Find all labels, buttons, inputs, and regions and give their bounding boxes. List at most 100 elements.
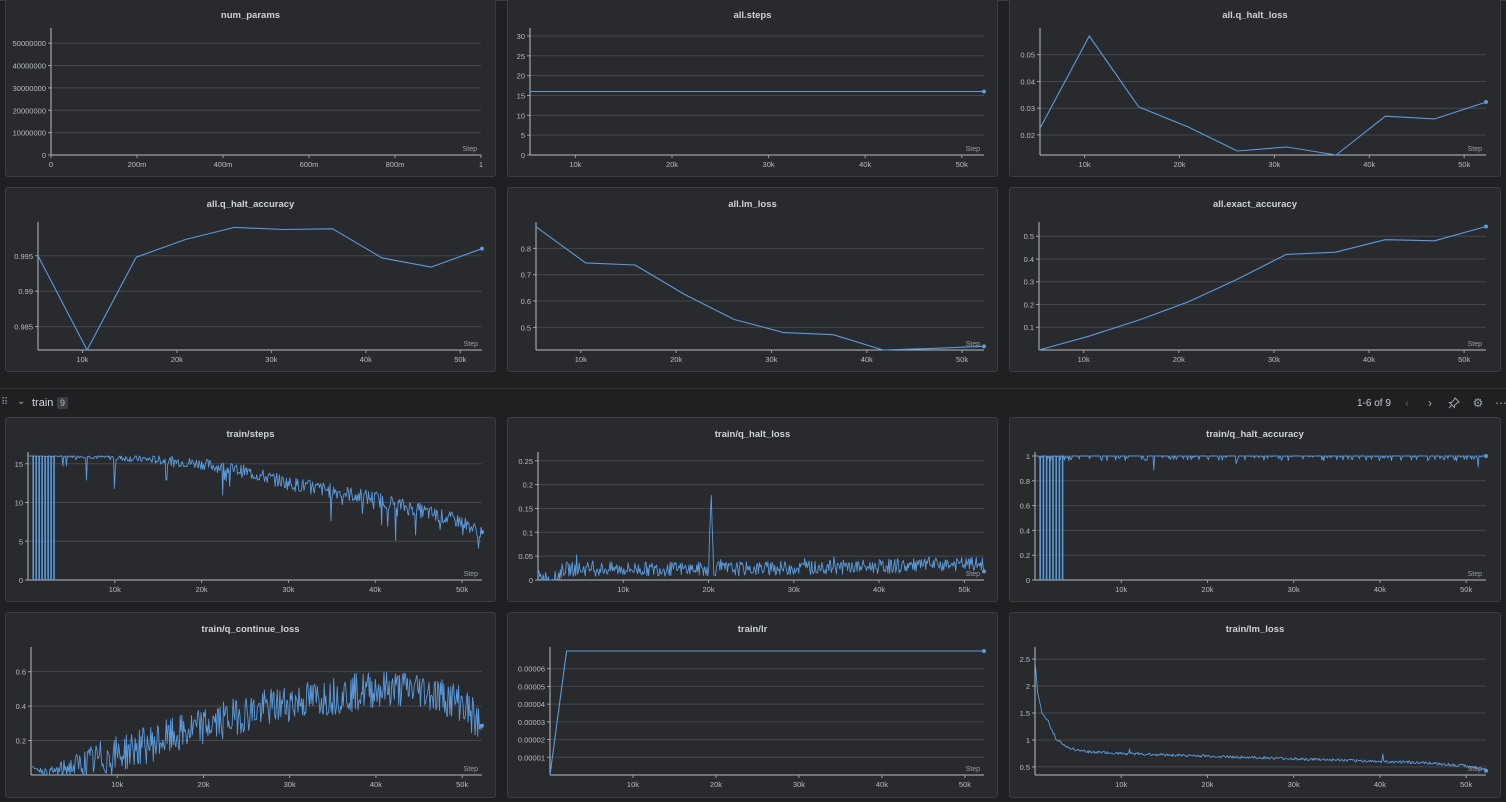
- chart-panel-all-q-halt-loss[interactable]: all.q_halt_loss 0.02 0.03 0.04 0.05 10k 20k 30…: [1009, 0, 1501, 177]
- x-tick-label: 20k: [171, 355, 183, 364]
- y-tick-label: 0.2: [1024, 300, 1034, 309]
- section-title[interactable]: train: [32, 397, 54, 409]
- y-tick-label: 20000000: [13, 106, 46, 115]
- x-tick-label: 30k: [284, 780, 296, 789]
- x-tick-label: 20k: [1173, 355, 1185, 364]
- chart-train-steps: 0 5 10 15 10k 20k 30k 40k 50k Step: [15, 452, 484, 594]
- y-tick-label: 0.4: [1020, 526, 1030, 535]
- x-tick-label: 30k: [763, 160, 775, 169]
- y-tick-label: 0.8: [1020, 477, 1030, 486]
- y-tick-label: 0.995: [14, 252, 33, 261]
- y-tick-label: 10: [517, 111, 525, 120]
- series-endpoint: [480, 530, 484, 535]
- chevron-down-icon[interactable]: ⌄: [17, 396, 26, 407]
- x-tick-label: 20k: [703, 585, 715, 594]
- step-axis-label: Step: [1468, 571, 1483, 578]
- chart-panel-all-exact-accuracy[interactable]: all.exact_accuracy 0.1 0.2 0.3 0.4 0.5 10k 20k…: [1009, 187, 1501, 372]
- x-tick-label: 50k: [454, 355, 466, 364]
- step-axis-label: Step: [463, 146, 478, 153]
- pin-icon[interactable]: [1446, 395, 1462, 411]
- x-tick-label: 50k: [1460, 585, 1472, 594]
- y-tick-label: 1: [1026, 736, 1030, 745]
- y-tick-label: 30: [517, 32, 525, 41]
- chart-title: all.lm_loss: [728, 199, 777, 210]
- x-tick-label: 10k: [575, 355, 587, 364]
- x-tick-label: 30k: [1288, 780, 1300, 789]
- y-tick-label: 0.1: [523, 528, 533, 537]
- y-tick-label: 0.6: [1020, 502, 1030, 511]
- chart-train-q-halt-loss: 0 0.05 0.1 0.15 0.2 0.25 10k 20k 30k 40k 50k Step: [518, 452, 986, 594]
- series-endpoint: [982, 649, 986, 653]
- section-header-train[interactable]: ⠿ ⌄ train 9 1-6 of 9 ‹ › ⚙ ⋯: [0, 388, 1506, 417]
- chart-all-q-halt-accuracy: 0.985 0.99 0.995 10k 20k 30k 40k 50k Step: [14, 222, 484, 364]
- y-tick-label: 25: [517, 52, 525, 61]
- chart-panel-train-q-continue-loss[interactable]: train/q_continue_loss 0.2 0.4 0.6 10k 20k 30k…: [5, 612, 496, 798]
- y-tick-label: 0.3: [1024, 278, 1034, 287]
- chart-panel-train-q-halt-accuracy[interactable]: train/q_halt_accuracy 0 0.2 0.4 0.6 0.8 1 10k 2…: [1009, 417, 1501, 602]
- y-tick-label: 50000000: [13, 39, 46, 48]
- x-tick-label: 30k: [1268, 355, 1280, 364]
- series-endpoint: [1484, 224, 1488, 229]
- series-line: [549, 650, 984, 776]
- x-tick-label: 400m: [214, 160, 233, 169]
- x-tick-label: 20k: [1173, 160, 1185, 169]
- series-line: [1034, 661, 1487, 771]
- chart-panel-train-q-halt-loss[interactable]: train/q_halt_loss 0 0.05 0.1 0.15 0.2 0.25 10k…: [507, 417, 998, 602]
- chart-panel-all-steps[interactable]: all.steps 0 5 10 15 20 25 30 10k 20k 30k 40k 50k Ste…: [507, 0, 998, 177]
- chevron-left-icon[interactable]: ‹: [1405, 396, 1409, 410]
- x-tick-label: 200m: [128, 160, 147, 169]
- x-tick-label: 40k: [370, 780, 382, 789]
- series-endpoint: [982, 89, 986, 94]
- x-tick-label: 30k: [265, 355, 277, 364]
- chart-panel-train-lr[interactable]: train/lr 0.00001 0.00002 0.00003 0.00004 0.0…: [507, 612, 998, 798]
- drag-handle-icon[interactable]: ⠿: [1, 397, 8, 408]
- chart-all-exact-accuracy: 0.1 0.2 0.3 0.4 0.5 10k 20k 30k 40k 50k Step: [1024, 222, 1488, 364]
- x-tick-label: 10k: [617, 585, 629, 594]
- y-tick-label: 0.00001: [518, 753, 545, 762]
- x-tick-label: 10k: [569, 160, 581, 169]
- x-tick-label: 50k: [956, 160, 968, 169]
- y-tick-label: 0: [1026, 576, 1030, 585]
- x-tick-label: 40k: [859, 160, 871, 169]
- series-line: [28, 455, 483, 549]
- chart-panel-train-steps[interactable]: train/steps 0 5 10 15 10k 20k 30k 40k 50k Step: [5, 417, 496, 602]
- step-axis-label: Step: [1468, 766, 1483, 773]
- chart-panel-train-lm-loss[interactable]: train/lm_loss 0.5 1 1.5 2 2.5 10k 20k 30k 40k 50k…: [1009, 612, 1501, 798]
- chart-panel-all-lm-loss[interactable]: all.lm_loss 0.5 0.6 0.7 0.8 10k 20k 30k 40k 50k S…: [507, 187, 998, 372]
- more-icon[interactable]: ⋯: [1495, 396, 1506, 410]
- gear-icon[interactable]: ⚙: [1472, 396, 1484, 410]
- y-tick-label: 0.15: [518, 504, 533, 513]
- chart-title: all.q_halt_loss: [1222, 10, 1288, 21]
- x-tick-label: 0: [49, 160, 53, 169]
- y-tick-label: 0.05: [1020, 51, 1035, 60]
- x-tick-label: 50k: [1458, 160, 1470, 169]
- y-tick-label: 0.25: [518, 457, 533, 466]
- x-tick-label: 40k: [873, 585, 885, 594]
- x-tick-label: 10k: [627, 780, 639, 789]
- y-tick-label: 0.00002: [518, 736, 545, 745]
- pagination-label: 1-6 of 9: [1357, 398, 1391, 409]
- step-axis-label: Step: [464, 571, 479, 578]
- y-tick-label: 0.00006: [518, 665, 545, 674]
- chevron-right-icon[interactable]: ›: [1428, 396, 1432, 410]
- y-tick-label: 0.03: [1020, 104, 1035, 113]
- x-tick-label: 1: [479, 160, 483, 169]
- x-tick-label: 20k: [710, 780, 722, 789]
- x-tick-label: 40k: [1363, 160, 1375, 169]
- x-tick-label: 30k: [788, 585, 800, 594]
- x-tick-label: 10k: [76, 355, 88, 364]
- chart-train-lr: 0.00001 0.00002 0.00003 0.00004 0.00005 0.000…: [518, 647, 986, 789]
- chart-panel-num-params[interactable]: num_params 0 10000000 20000000 30000000 4000…: [5, 0, 496, 177]
- y-tick-label: 0.5: [521, 323, 531, 332]
- x-tick-label: 30k: [1288, 585, 1300, 594]
- step-axis-label: Step: [966, 571, 981, 578]
- step-axis-label: Step: [1468, 341, 1483, 348]
- chart-title: num_params: [220, 10, 281, 21]
- y-tick-label: 10000000: [13, 129, 46, 138]
- x-tick-label: 20k: [1201, 780, 1213, 789]
- y-tick-label: 1: [1026, 452, 1030, 461]
- chart-all-lm-loss: 0.5 0.6 0.7 0.8 10k 20k 30k 40k 50k Step: [521, 222, 986, 364]
- chart-panel-all-q-halt-accuracy[interactable]: all.q_halt_accuracy 0.985 0.99 0.995 10k 20k…: [5, 187, 496, 372]
- y-tick-label: 0.2: [523, 481, 533, 490]
- chart-title: train/q_continue_loss: [201, 624, 300, 635]
